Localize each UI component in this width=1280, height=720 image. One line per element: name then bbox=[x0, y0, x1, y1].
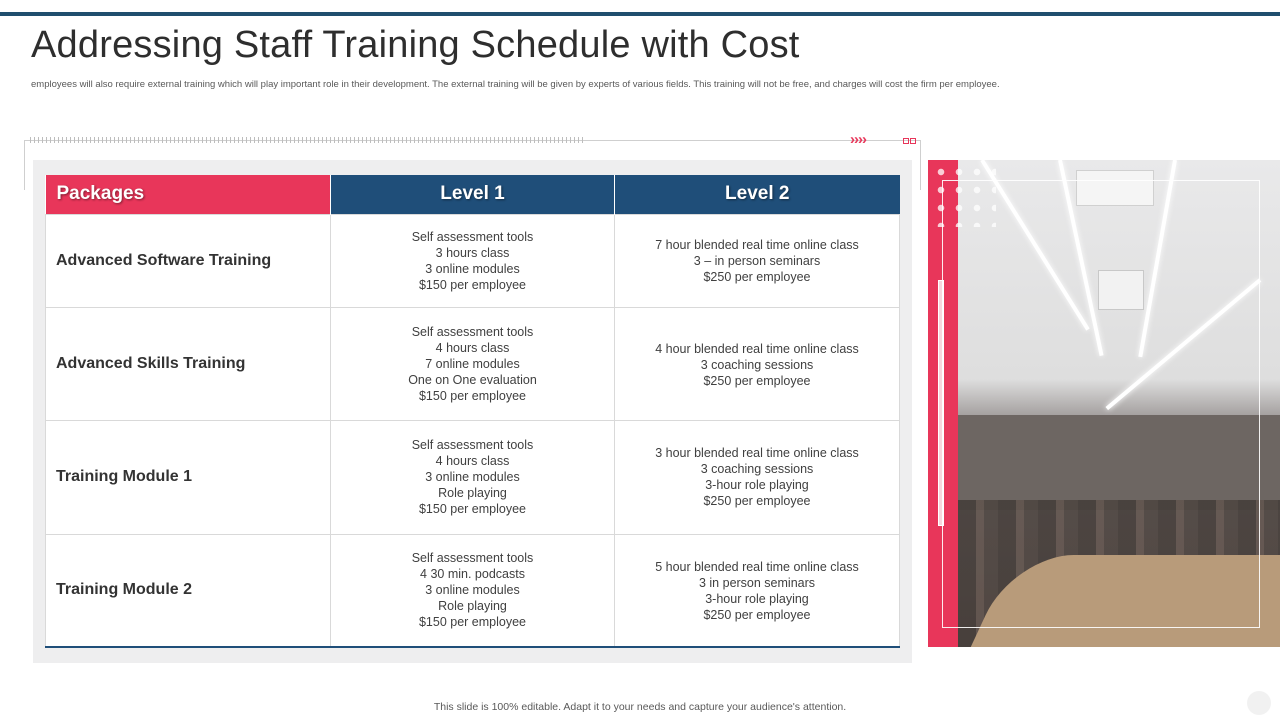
level-2-cell: 4 hour blended real time online class 3 … bbox=[614, 306, 900, 421]
cell-line: 4 hour blended real time online class bbox=[655, 341, 859, 356]
package-name: Advanced Software Training bbox=[45, 213, 331, 308]
cell-line: Role playing bbox=[438, 599, 507, 614]
wall-band bbox=[958, 415, 1280, 510]
photo-frame bbox=[942, 180, 1260, 628]
packages-table: Packages Level 1 Level 2 Advanced Softwa… bbox=[45, 175, 900, 648]
cell-line: Self assessment tools bbox=[411, 324, 534, 339]
table-row: Advanced Software Training Self assessme… bbox=[45, 213, 900, 308]
cell-line: 3 online modules bbox=[425, 583, 520, 598]
package-name: Training Module 2 bbox=[45, 533, 331, 648]
cell-line: Self assessment tools bbox=[411, 229, 534, 244]
level-2-cell: 5 hour blended real time online class 3 … bbox=[614, 533, 900, 648]
square-icon bbox=[903, 138, 909, 144]
header-level-1: Level 1 bbox=[330, 175, 615, 214]
accent-rail bbox=[938, 280, 944, 526]
cell-line: 3 online modules bbox=[425, 261, 520, 276]
cell-line: $250 per employee bbox=[703, 373, 811, 388]
frame-left-line bbox=[24, 140, 25, 190]
cell-line: 3 coaching sessions bbox=[700, 461, 814, 476]
cell-line: $250 per employee bbox=[703, 269, 811, 284]
table-row: Training Module 2 Self assessment tools … bbox=[45, 533, 900, 648]
header-packages: Packages bbox=[45, 175, 331, 214]
cell-line: 3 hours class bbox=[435, 245, 510, 260]
cell-line: 4 30 min. podcasts bbox=[420, 567, 525, 582]
ceiling-vent bbox=[1076, 170, 1154, 206]
cell-line: 3 online modules bbox=[425, 470, 520, 484]
meeting-room-photo bbox=[958, 160, 1280, 647]
frame-right-line bbox=[920, 140, 921, 190]
cell-line: Role playing bbox=[438, 486, 507, 500]
cell-line: $250 per employee bbox=[703, 493, 811, 508]
projector bbox=[1098, 270, 1144, 310]
table-row: Advanced Skills Training Self assessment… bbox=[45, 306, 900, 421]
cell-line: $150 per employee bbox=[418, 615, 527, 630]
cell-line: 5 hour blended real time online class bbox=[655, 559, 859, 574]
cell-line: $150 per employee bbox=[418, 277, 527, 292]
level-1-cell: Self assessment tools 4 hours class 7 on… bbox=[330, 306, 615, 421]
top-rule bbox=[0, 12, 1280, 16]
cell-line: 3-hour role playing bbox=[705, 477, 809, 492]
level-2-cell: 7 hour blended real time online class 3 … bbox=[614, 213, 900, 308]
chevrons-decoration: ›››› bbox=[850, 131, 867, 148]
cell-line: $150 per employee bbox=[418, 388, 527, 403]
level-1-cell: Self assessment tools 4 30 min. podcasts… bbox=[330, 533, 615, 648]
package-name: Training Module 1 bbox=[45, 419, 331, 535]
cell-line: $250 per employee bbox=[703, 607, 811, 622]
tick-strip bbox=[30, 137, 586, 143]
table-header-row: Packages Level 1 Level 2 bbox=[45, 175, 900, 214]
cell-line: 3 in person seminars bbox=[698, 575, 816, 590]
cell-line: Self assessment tools bbox=[411, 551, 534, 566]
cell-line: One on One evaluation bbox=[408, 372, 537, 387]
cell-line: 3 coaching sessions bbox=[700, 357, 814, 372]
cell-line: 3 – in person seminars bbox=[693, 253, 821, 268]
slide-title: Addressing Staff Training Schedule with … bbox=[31, 24, 800, 66]
corner-circle bbox=[1247, 691, 1271, 715]
level-2-cell: 3 hour blended real time online class 3 … bbox=[614, 419, 900, 535]
cell-line: 3-hour role playing bbox=[705, 591, 809, 606]
package-name: Advanced Skills Training bbox=[45, 306, 331, 421]
cell-line: Self assessment tools bbox=[411, 438, 534, 452]
header-level-2: Level 2 bbox=[614, 175, 900, 214]
level-1-cell: Self assessment tools 3 hours class 3 on… bbox=[330, 213, 615, 308]
cell-line: 7 hour blended real time online class bbox=[655, 237, 859, 252]
square-icon bbox=[910, 138, 916, 144]
cell-line: 4 hours class bbox=[435, 340, 510, 355]
cell-line: 3 hour blended real time online class bbox=[655, 445, 859, 460]
cell-line: 4 hours class bbox=[435, 454, 510, 468]
footer-note: This slide is 100% editable. Adapt it to… bbox=[433, 701, 847, 713]
cell-line: 7 online modules bbox=[425, 356, 520, 371]
table-row: Training Module 1 Self assessment tools … bbox=[45, 419, 900, 535]
slide-subtitle: employees will also require external tra… bbox=[31, 79, 1000, 90]
cell-line: $150 per employee bbox=[418, 502, 527, 516]
level-1-cell: Self assessment tools 4 hours class 3 on… bbox=[330, 419, 615, 535]
